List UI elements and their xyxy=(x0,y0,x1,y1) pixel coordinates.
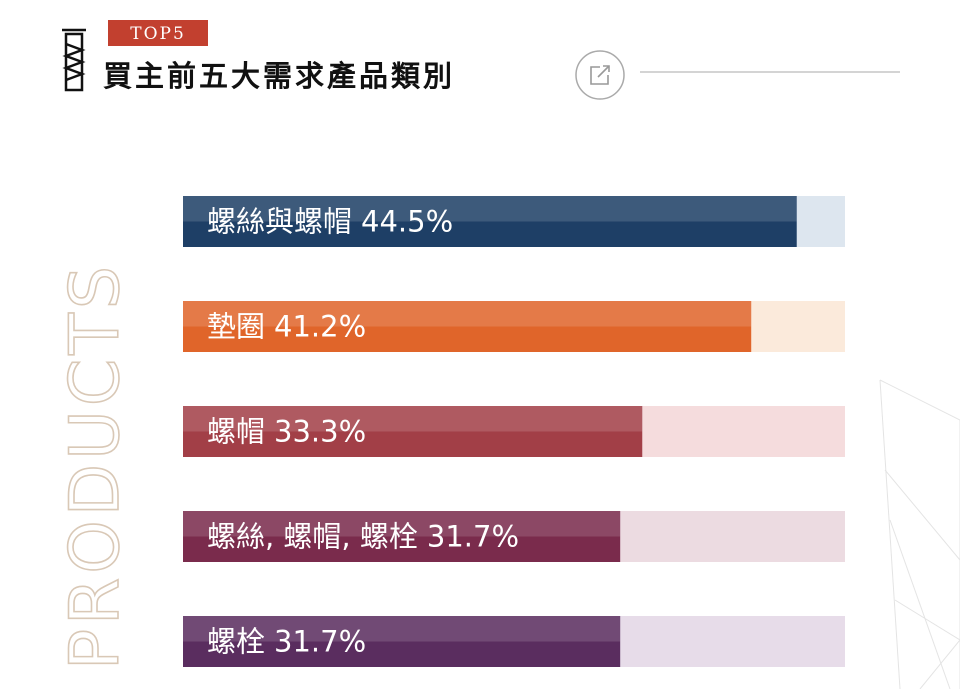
bar-highlight xyxy=(183,406,643,432)
decor-lines xyxy=(879,379,960,689)
side-text: PRODUCTS xyxy=(56,262,135,670)
badge: TOP5 xyxy=(130,24,186,44)
chart-title: 買主前五大需求產品類別 xyxy=(103,59,455,93)
category-label: 墊圈 xyxy=(207,310,265,344)
badge-bg xyxy=(108,20,208,46)
bar xyxy=(183,511,621,562)
bar-label: 螺絲, 螺帽, 螺栓 31.7% xyxy=(207,520,519,554)
bar xyxy=(183,616,621,667)
bar-label: 螺帽 33.3% xyxy=(207,415,366,449)
bar xyxy=(183,406,643,457)
bar-highlight xyxy=(183,616,621,642)
value-label: 41.2% xyxy=(274,310,366,344)
screw-icon xyxy=(62,28,86,92)
value-label: 31.7% xyxy=(427,520,519,554)
category-label: 螺帽 xyxy=(207,415,265,449)
category-label: 螺栓 xyxy=(207,625,265,659)
value-label: 44.5% xyxy=(361,205,453,239)
bar-label: 螺栓 31.7% xyxy=(207,625,366,659)
bar xyxy=(183,196,797,247)
value-label: 31.7% xyxy=(274,625,366,659)
share-button[interactable] xyxy=(575,50,625,100)
bar-highlight xyxy=(183,511,621,537)
bar-label: 螺絲與螺帽 44.5% xyxy=(207,205,453,239)
bar-highlight xyxy=(183,301,752,327)
category-label: 螺絲, 螺帽, 螺栓 xyxy=(207,520,418,554)
category-label: 螺絲與螺帽 xyxy=(207,205,352,239)
value-label: 33.3% xyxy=(274,415,366,449)
bar-highlight xyxy=(183,196,797,222)
bar xyxy=(183,301,752,352)
bar-label: 墊圈 41.2% xyxy=(207,310,366,344)
share-icon xyxy=(590,65,610,85)
